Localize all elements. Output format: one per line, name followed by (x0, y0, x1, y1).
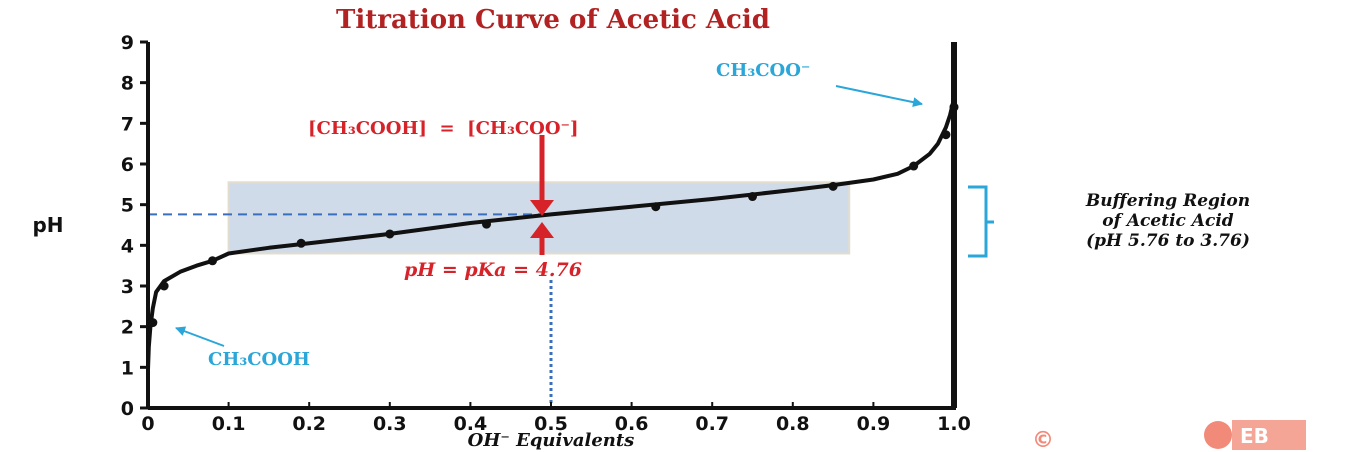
y-tick-label: 8 (121, 73, 134, 95)
buffer-bracket (968, 185, 994, 258)
x-tick-label: 0 (141, 413, 154, 435)
start-species-label: CH₃COOH (208, 349, 310, 370)
y-axis-label: pH (32, 213, 63, 237)
y-tick-label: 3 (121, 276, 134, 298)
logo-plate (1232, 420, 1306, 450)
logo-text: EB (1240, 424, 1269, 448)
pka-arrows (530, 135, 554, 255)
y-tick-label: 2 (121, 317, 134, 339)
end-species-arrow (835, 85, 923, 108)
y-tick-label: 9 (121, 32, 134, 54)
y-ticks: 0 1 2 3 4 5 6 7 8 9 (121, 32, 148, 420)
chart-title: Titration Curve of Acetic Acid (336, 5, 770, 35)
x-tick-label: 0.5 (534, 413, 568, 435)
y-tick-label: 7 (121, 113, 134, 135)
x-tick-label: 0.9 (857, 413, 891, 435)
copyright-symbol: © (1032, 428, 1054, 452)
up-arrow-head (530, 222, 554, 238)
titration-point (207, 256, 217, 266)
equality-label: [CH₃COOH] = [CH₃COO⁻] (308, 118, 579, 139)
x-tick-label: 0.7 (695, 413, 729, 435)
y-tick-label: 1 (121, 357, 134, 379)
logo-icon (1204, 421, 1232, 449)
x-tick-label: 0.3 (373, 413, 407, 435)
x-tick-label: 0.6 (615, 413, 649, 435)
titration-point (482, 219, 492, 229)
titration-point (148, 318, 158, 328)
titration-point (159, 281, 169, 291)
titration-point (385, 229, 395, 239)
start-species-arrow (175, 326, 225, 347)
x-tick-label: 1.0 (937, 413, 971, 435)
titration-point (296, 238, 306, 248)
x-tick-label: 0.1 (212, 413, 246, 435)
buffer-label-line2: of Acetic Acid (1102, 211, 1234, 231)
buffer-label-line1: Buffering Region (1085, 191, 1250, 211)
titration-point (828, 181, 838, 191)
y-tick-label: 6 (121, 154, 134, 176)
x-tick-label: 0.2 (292, 413, 326, 435)
y-tick-label: 0 (121, 398, 134, 420)
y-tick-label: 4 (121, 235, 134, 257)
end-species-label: CH₃COO⁻ (716, 60, 810, 81)
buffer-label-line3: (pH 5.76 to 3.76) (1086, 231, 1250, 251)
down-arrow-head (530, 200, 554, 216)
x-tick-label: 0.4 (454, 413, 488, 435)
titration-point (748, 192, 757, 202)
x-axis-label: OH⁻ Equivalents (468, 430, 635, 451)
titration-point (941, 130, 951, 140)
logo-watermark: EB (1204, 420, 1306, 450)
x-tick-label: 0.8 (776, 413, 810, 435)
titration-point (651, 202, 661, 212)
titration-point (909, 161, 919, 171)
titration-points (148, 102, 959, 328)
y-tick-label: 5 (121, 195, 134, 217)
x-ticks: 0 0.1 0.2 0.3 0.4 0.5 0.6 0.7 0.8 0.9 1.0 (141, 402, 971, 435)
titration-point (949, 102, 959, 112)
pka-label: pH = pKa = 4.76 (404, 259, 582, 281)
